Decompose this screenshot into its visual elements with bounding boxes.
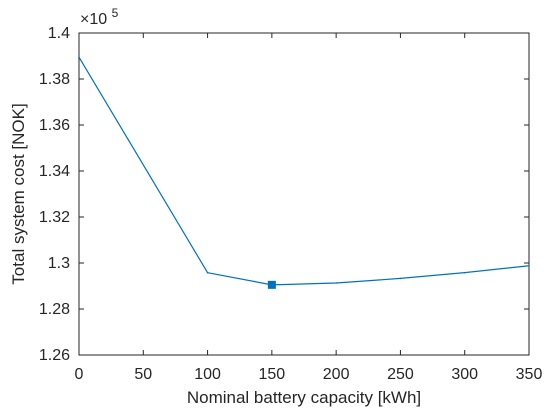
- y-axis-multiplier-exponent: 5: [112, 6, 119, 20]
- x-tick-label-4: 200: [323, 366, 350, 383]
- series-point-0-5: [463, 271, 466, 274]
- x-tick-label-6: 300: [451, 366, 478, 383]
- series-point-0-4: [399, 277, 402, 280]
- series-point-0-0: [78, 56, 80, 58]
- y-tick-label-5: 1.36: [39, 117, 70, 134]
- y-tick-label-7: 1.4: [48, 25, 70, 42]
- plot-area: [78, 32, 530, 356]
- series-point-0-1: [206, 271, 209, 274]
- y-tick-label-6: 1.38: [39, 71, 70, 88]
- x-tick-label-3: 150: [259, 366, 286, 383]
- y-axis-ticks: 1.26 1.28 1.3 1.32 1.34 1.36 1.38 1.4: [39, 25, 529, 364]
- y-axis-label: Total system cost [NOK]: [9, 103, 28, 284]
- y-tick-label-1: 1.28: [39, 301, 70, 318]
- y-tick-label-4: 1.34: [39, 163, 70, 180]
- marker-group: [267, 280, 276, 289]
- x-tick-label-5: 250: [387, 366, 414, 383]
- x-tick-label-7: 350: [516, 366, 543, 383]
- x-axis-label: Nominal battery capacity [kWh]: [187, 388, 421, 407]
- y-tick-label-3: 1.32: [39, 209, 70, 226]
- series-point-0-6: [528, 264, 530, 267]
- x-axis-ticks: 0 50 100 150 200 250 300 350: [75, 33, 543, 383]
- highlight-square-marker: [267, 280, 276, 289]
- y-axis-multiplier: ×10 5: [80, 6, 119, 28]
- x-tick-label-0: 0: [75, 366, 84, 383]
- plot-frame: [78, 32, 530, 356]
- y-axis-multiplier-base: ×10: [80, 11, 107, 28]
- y-tick-label-2: 1.3: [48, 255, 70, 272]
- x-tick-label-1: 50: [134, 366, 152, 383]
- x-tick-label-2: 100: [194, 366, 221, 383]
- y-tick-label-0: 1.26: [39, 347, 70, 364]
- series-point-0-3: [335, 282, 337, 284]
